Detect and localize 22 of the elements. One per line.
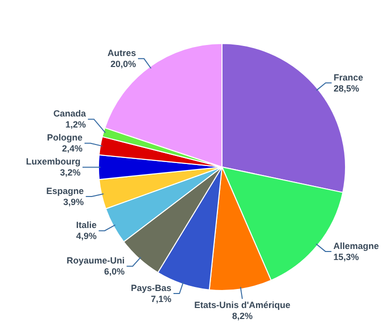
slice-label: Etats-Unis d'Amérique: [194, 300, 290, 310]
data-label: 3,2%: [60, 168, 80, 178]
data-label: 7,1%: [150, 294, 172, 304]
data-label: 28,5%: [334, 83, 360, 94]
data-label: 1,2%: [65, 120, 86, 130]
slice-label: France: [334, 72, 364, 82]
data-label: 4,9%: [76, 231, 97, 242]
data-label: 15,3%: [333, 252, 359, 262]
data-label: 6,0%: [104, 266, 125, 277]
data-label: 8,2%: [232, 310, 253, 321]
data-label: 20,0%: [110, 59, 136, 70]
data-label: 2,4%: [62, 144, 82, 154]
slice-label: Italie: [76, 220, 97, 230]
data-label: 3,9%: [63, 197, 84, 208]
slice-label: Luxembourg: [26, 156, 80, 167]
slice-label: Allemagne: [333, 240, 379, 251]
slice-label: Royaume-Uni: [66, 256, 125, 266]
slice-label: Pologne: [46, 132, 82, 143]
slice-label: Pays-Bas: [130, 283, 172, 294]
slice-label: Canada: [53, 108, 87, 119]
slice-label: Autres: [107, 48, 136, 58]
slice-label: Espagne: [46, 186, 84, 196]
